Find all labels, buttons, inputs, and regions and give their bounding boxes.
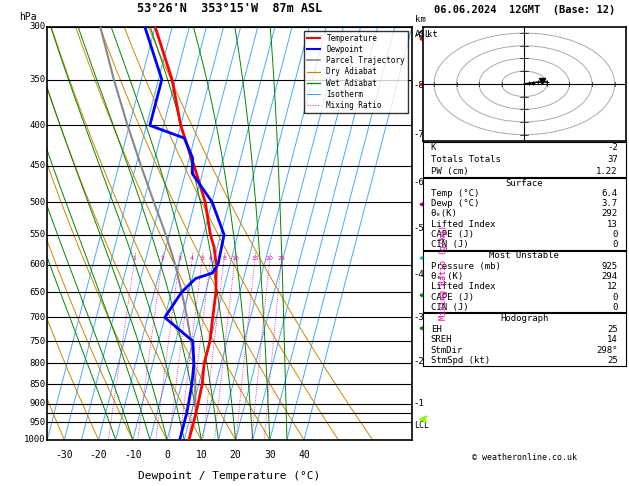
Text: 12: 12 bbox=[607, 282, 618, 291]
Text: 20: 20 bbox=[230, 450, 242, 460]
Text: 13: 13 bbox=[607, 220, 618, 228]
Text: 25: 25 bbox=[607, 356, 618, 365]
Text: km: km bbox=[415, 15, 426, 24]
Text: -4: -4 bbox=[414, 270, 425, 278]
Text: 25: 25 bbox=[607, 325, 618, 334]
Text: -6: -6 bbox=[414, 178, 425, 187]
Text: ASL: ASL bbox=[415, 30, 431, 39]
Text: 350: 350 bbox=[29, 75, 45, 84]
Text: -7: -7 bbox=[414, 130, 425, 139]
Text: 850: 850 bbox=[29, 380, 45, 389]
Text: 30: 30 bbox=[264, 450, 276, 460]
Text: 6: 6 bbox=[209, 256, 213, 261]
Text: 700: 700 bbox=[29, 313, 45, 322]
Text: -20: -20 bbox=[90, 450, 108, 460]
Text: Temp (°C): Temp (°C) bbox=[431, 189, 479, 198]
Text: 900: 900 bbox=[29, 399, 45, 408]
Text: Dewp (°C): Dewp (°C) bbox=[431, 199, 479, 208]
Text: 800: 800 bbox=[29, 359, 45, 368]
Text: 06.06.2024  12GMT  (Base: 12): 06.06.2024 12GMT (Base: 12) bbox=[433, 4, 615, 15]
Text: -8: -8 bbox=[414, 81, 425, 90]
Text: StmSpd (kt): StmSpd (kt) bbox=[431, 356, 490, 365]
Text: Most Unstable: Most Unstable bbox=[489, 251, 559, 260]
Text: CAPE (J): CAPE (J) bbox=[431, 293, 474, 302]
Text: 1.22: 1.22 bbox=[596, 167, 618, 175]
Text: 600: 600 bbox=[29, 260, 45, 269]
Text: -5: -5 bbox=[414, 224, 425, 233]
Text: 37: 37 bbox=[607, 155, 618, 164]
Text: © weatheronline.co.uk: © weatheronline.co.uk bbox=[472, 452, 577, 462]
Text: Lifted Index: Lifted Index bbox=[431, 282, 495, 291]
Text: hPa: hPa bbox=[19, 12, 36, 22]
Text: PW (cm): PW (cm) bbox=[431, 167, 469, 175]
Text: 53°26'N  353°15'W  87m ASL: 53°26'N 353°15'W 87m ASL bbox=[137, 1, 322, 15]
Text: 6.4: 6.4 bbox=[601, 189, 618, 198]
Text: -2: -2 bbox=[414, 357, 425, 365]
Text: θₑ (K): θₑ (K) bbox=[431, 272, 463, 281]
Text: -30: -30 bbox=[55, 450, 73, 460]
Text: 15: 15 bbox=[251, 256, 259, 261]
Text: Lifted Index: Lifted Index bbox=[431, 220, 495, 228]
Text: 750: 750 bbox=[29, 337, 45, 346]
Text: SREH: SREH bbox=[431, 335, 452, 344]
Text: 20: 20 bbox=[266, 256, 274, 261]
Text: 650: 650 bbox=[29, 288, 45, 296]
Text: 4: 4 bbox=[190, 256, 194, 261]
Text: -9: -9 bbox=[414, 31, 425, 40]
Text: LCL: LCL bbox=[414, 421, 429, 430]
Text: K: K bbox=[431, 143, 436, 152]
Text: CIN (J): CIN (J) bbox=[431, 240, 469, 249]
Text: kt: kt bbox=[426, 30, 438, 39]
Text: 25: 25 bbox=[277, 256, 286, 261]
Text: 0: 0 bbox=[613, 230, 618, 239]
Text: 0: 0 bbox=[613, 240, 618, 249]
Text: 294: 294 bbox=[601, 272, 618, 281]
Text: 400: 400 bbox=[29, 121, 45, 130]
Text: 14: 14 bbox=[607, 335, 618, 344]
Text: 300: 300 bbox=[29, 22, 45, 31]
Text: 925: 925 bbox=[601, 261, 618, 271]
Text: 292: 292 bbox=[601, 209, 618, 218]
Text: 1000: 1000 bbox=[24, 435, 45, 444]
Text: CAPE (J): CAPE (J) bbox=[431, 230, 474, 239]
Text: -10: -10 bbox=[124, 450, 142, 460]
Text: 8: 8 bbox=[222, 256, 226, 261]
Text: CIN (J): CIN (J) bbox=[431, 303, 469, 312]
Text: EH: EH bbox=[431, 325, 442, 334]
Text: StmDir: StmDir bbox=[431, 346, 463, 355]
Text: 450: 450 bbox=[29, 161, 45, 171]
Text: 500: 500 bbox=[29, 197, 45, 207]
Text: 298°: 298° bbox=[596, 346, 618, 355]
Text: 10: 10 bbox=[231, 256, 239, 261]
Text: 3: 3 bbox=[177, 256, 182, 261]
Text: -1: -1 bbox=[414, 399, 425, 408]
Text: 0: 0 bbox=[613, 303, 618, 312]
Text: 1: 1 bbox=[133, 256, 136, 261]
Text: Totals Totals: Totals Totals bbox=[431, 155, 501, 164]
Text: Surface: Surface bbox=[506, 178, 543, 188]
Text: 3.7: 3.7 bbox=[601, 199, 618, 208]
Text: -2: -2 bbox=[607, 143, 618, 152]
Text: Hodograph: Hodograph bbox=[500, 314, 548, 323]
Text: θₑ(K): θₑ(K) bbox=[431, 209, 458, 218]
Text: 550: 550 bbox=[29, 230, 45, 239]
Text: -3: -3 bbox=[414, 313, 425, 322]
Text: 5: 5 bbox=[200, 256, 204, 261]
Text: 0: 0 bbox=[613, 293, 618, 302]
Text: 950: 950 bbox=[29, 418, 45, 427]
Text: 0: 0 bbox=[164, 450, 170, 460]
Text: 10: 10 bbox=[196, 450, 207, 460]
Legend: Temperature, Dewpoint, Parcel Trajectory, Dry Adiabat, Wet Adiabat, Isotherm, Mi: Temperature, Dewpoint, Parcel Trajectory… bbox=[304, 31, 408, 113]
Text: Mixing Ratio (g/kg): Mixing Ratio (g/kg) bbox=[439, 225, 448, 320]
Text: 2: 2 bbox=[160, 256, 164, 261]
Text: Pressure (mb): Pressure (mb) bbox=[431, 261, 501, 271]
Text: 40: 40 bbox=[298, 450, 310, 460]
Text: Dewpoint / Temperature (°C): Dewpoint / Temperature (°C) bbox=[138, 471, 321, 482]
